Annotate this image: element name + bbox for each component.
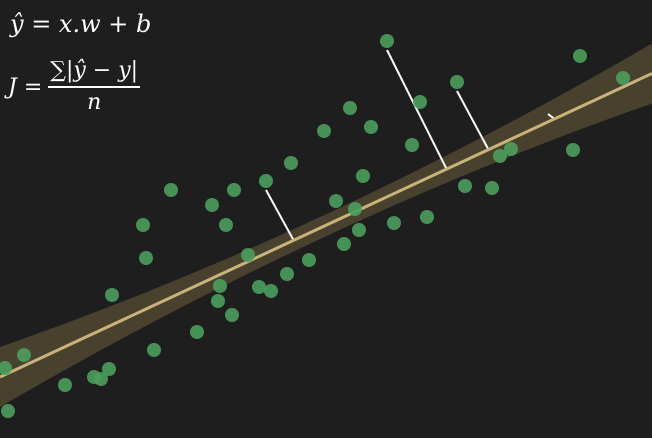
data-point-12: [284, 156, 298, 170]
data-point-11: [566, 143, 580, 157]
cost-fraction: ∑|ŷ − y| n: [48, 58, 141, 116]
data-points: [0, 34, 630, 418]
data-point-15: [458, 179, 472, 193]
data-point-29: [139, 251, 153, 265]
data-point-33: [264, 284, 278, 298]
data-point-16: [485, 181, 499, 195]
data-point-40: [17, 348, 31, 362]
data-point-18: [227, 183, 241, 197]
data-point-17: [164, 183, 178, 197]
residual-line-0: [386, 49, 448, 170]
data-point-7: [317, 124, 331, 138]
data-point-5: [343, 101, 357, 115]
data-point-9: [504, 142, 518, 156]
data-point-28: [241, 248, 255, 262]
data-point-1: [573, 49, 587, 63]
data-point-24: [136, 218, 150, 232]
data-point-38: [190, 325, 204, 339]
data-point-3: [450, 75, 464, 89]
cost-numerator: ∑|ŷ − y|: [48, 58, 141, 88]
data-point-42: [102, 362, 116, 376]
data-point-23: [387, 216, 401, 230]
data-point-27: [337, 237, 351, 251]
data-point-8: [405, 138, 419, 152]
data-point-46: [1, 404, 15, 418]
data-point-25: [219, 218, 233, 232]
data-point-2: [616, 71, 630, 85]
data-point-35: [105, 288, 119, 302]
prediction-equation: ŷ = x.w + b: [10, 10, 152, 38]
data-point-13: [356, 169, 370, 183]
data-point-6: [364, 120, 378, 134]
data-point-10: [493, 149, 507, 163]
data-point-37: [225, 308, 239, 322]
cost-denominator: n: [87, 90, 102, 115]
data-point-4: [413, 95, 427, 109]
data-point-41: [0, 361, 12, 375]
data-point-14: [259, 174, 273, 188]
data-point-30: [302, 253, 316, 267]
cost-lhs: J =: [8, 74, 43, 100]
data-point-26: [352, 223, 366, 237]
data-point-19: [205, 198, 219, 212]
data-point-21: [348, 202, 362, 216]
data-point-45: [58, 378, 72, 392]
data-point-34: [213, 279, 227, 293]
regression-line: [0, 72, 652, 379]
data-point-36: [211, 294, 225, 308]
residual-line-3: [265, 189, 295, 241]
data-point-44: [94, 372, 108, 386]
residual-line-1: [456, 90, 490, 151]
data-point-22: [420, 210, 434, 224]
data-point-31: [280, 267, 294, 281]
residual-lines: [265, 49, 556, 241]
data-point-32: [252, 280, 266, 294]
data-point-39: [147, 343, 161, 357]
cost-equation: J = ∑|ŷ − y| n: [8, 58, 141, 116]
data-point-0: [380, 34, 394, 48]
data-point-20: [329, 194, 343, 208]
